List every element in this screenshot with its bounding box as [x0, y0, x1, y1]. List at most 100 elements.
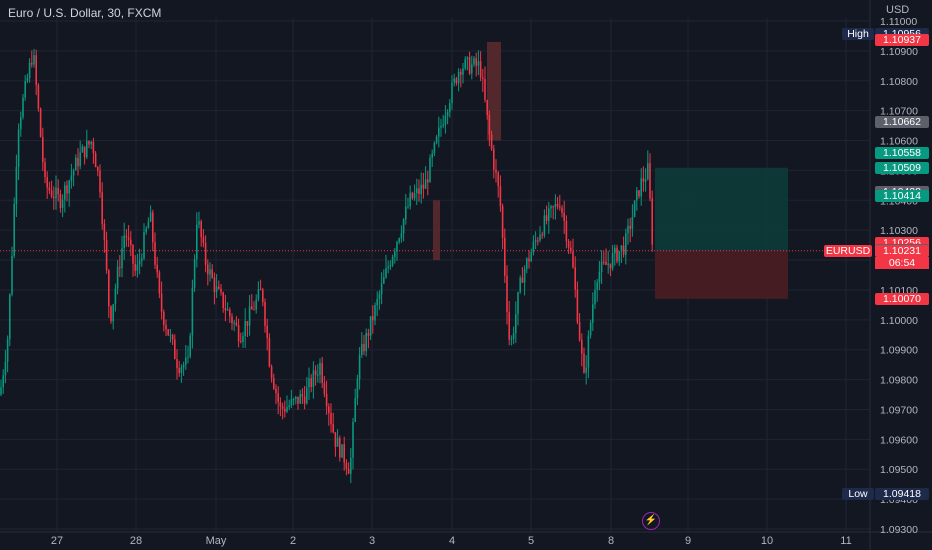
y-tick-label: 1.10700: [880, 106, 918, 118]
candle-body: [79, 152, 81, 167]
y-tick-label: 1.10300: [880, 225, 918, 237]
candle-body: [402, 219, 405, 234]
candle-body: [127, 237, 130, 240]
candle-body: [281, 406, 284, 409]
candle-body: [46, 177, 48, 188]
candle-body: [642, 178, 645, 182]
candle-body: [116, 267, 119, 289]
candle-body: [523, 269, 526, 283]
candle-body: [207, 264, 209, 275]
position-zones[interactable]: [0, 41, 870, 299]
candle-body: [552, 206, 554, 208]
candle-body: [600, 261, 603, 273]
candle-body: [259, 289, 262, 291]
x-tick-label: 2: [290, 535, 296, 547]
candle-body: [367, 333, 370, 336]
lightning-icon[interactable]: ⚡: [642, 512, 660, 530]
candle-body: [20, 117, 22, 130]
candle-body: [156, 264, 158, 273]
x-axis[interactable]: 27 28 May 2 3 4 5 8 9 10 11: [51, 535, 852, 547]
candle-body: [88, 141, 90, 145]
candle-body: [180, 367, 183, 374]
candle-body: [398, 238, 400, 243]
candle-body: [292, 398, 295, 400]
candle-body: [453, 78, 455, 83]
candle-body: [4, 361, 7, 376]
candle-body: [526, 258, 528, 270]
candle-body: [64, 185, 66, 200]
candle-body: [286, 406, 288, 412]
price-tag: 1.09418: [875, 487, 929, 500]
low-label: Low: [842, 487, 874, 500]
candle-body: [440, 126, 442, 128]
candle-body: [438, 127, 440, 137]
candle-body: [94, 153, 97, 168]
axis-currency-label[interactable]: USD: [886, 4, 910, 16]
candle-body: [429, 157, 431, 183]
candle-body: [264, 301, 266, 326]
y-tick-label: 1.10000: [880, 315, 918, 327]
candle-body: [182, 364, 185, 368]
x-tick-label: 27: [51, 535, 63, 547]
y-axis[interactable]: 1.110001.109001.108001.107001.106001.105…: [880, 16, 918, 536]
candle-body: [185, 357, 187, 365]
price-tag: 1.10937: [875, 33, 929, 46]
candle-body: [629, 225, 631, 229]
candle-body: [270, 366, 273, 379]
candle-body: [92, 141, 95, 154]
candle-body: [279, 402, 282, 407]
candle-body: [334, 432, 337, 447]
candle-body: [132, 245, 134, 264]
candle-body: [83, 146, 86, 158]
candle-body: [187, 356, 189, 358]
candle-body: [277, 393, 279, 403]
x-tick-label: 9: [685, 535, 691, 547]
candle-body: [418, 188, 420, 194]
candle-body: [363, 344, 365, 352]
candle-body: [244, 321, 246, 337]
highlight-block: [433, 200, 440, 261]
candle-body: [477, 61, 480, 66]
x-tick-label: 28: [130, 535, 142, 547]
price-tag: 1.10558: [875, 147, 929, 160]
candle-body: [372, 316, 374, 321]
candle-body: [35, 55, 37, 85]
candle-body: [493, 148, 495, 170]
candle-body: [462, 68, 464, 75]
highlight-block: [487, 41, 501, 141]
candle-body: [242, 336, 244, 343]
candle-body: [176, 358, 178, 369]
candle-body: [119, 267, 121, 269]
candle-body: [0, 387, 2, 395]
y-tick-label: 1.09800: [880, 375, 918, 387]
candle-body: [134, 263, 136, 271]
candle-body: [167, 329, 169, 336]
candle-body: [57, 187, 59, 195]
y-tick-label: 1.10800: [880, 76, 918, 88]
candle-body: [622, 245, 625, 255]
candle-body: [424, 179, 427, 189]
candle-body: [554, 203, 557, 208]
candle-body: [506, 275, 508, 313]
candle-body: [108, 270, 110, 307]
candle-body: [380, 283, 383, 295]
x-tick-label: 10: [761, 535, 773, 547]
candle-body: [303, 396, 306, 404]
high-label: High: [842, 28, 874, 41]
y-tick-label: 1.09500: [880, 464, 918, 476]
candle-body: [490, 134, 493, 149]
candle-body: [39, 108, 42, 137]
candle-body: [567, 240, 570, 248]
candle-body: [636, 190, 638, 201]
candle-body: [86, 141, 88, 158]
candle-body: [6, 339, 9, 362]
candle-body: [189, 335, 191, 357]
candle-body: [517, 292, 519, 315]
candle-body: [339, 437, 341, 458]
candle-body: [543, 215, 546, 236]
candle-body: [620, 245, 623, 252]
candle-body: [614, 247, 616, 254]
candle-body: [583, 353, 585, 373]
